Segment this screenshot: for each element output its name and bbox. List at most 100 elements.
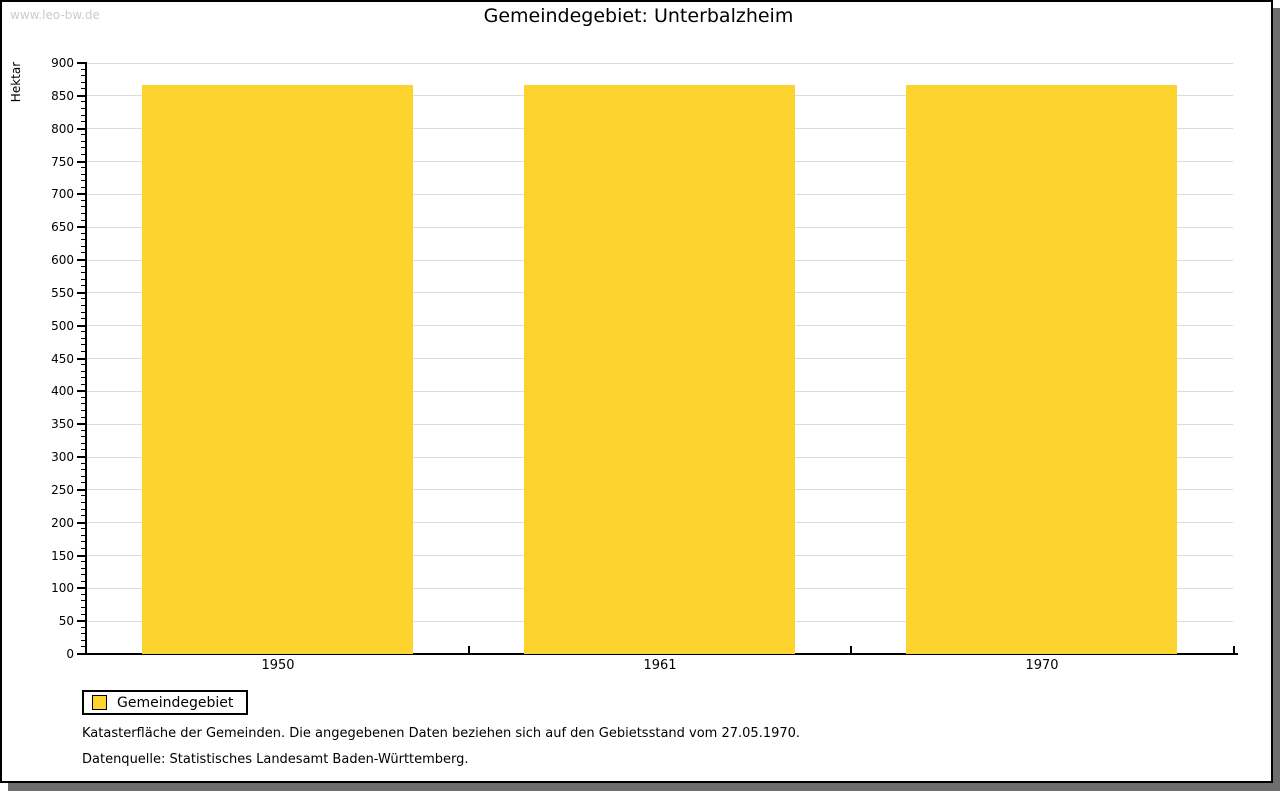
y-minor-tick	[81, 206, 87, 208]
y-minor-tick	[81, 567, 87, 569]
y-major-tick	[77, 357, 87, 360]
y-tick-label: 250	[51, 482, 74, 497]
y-minor-tick	[81, 377, 87, 379]
y-minor-tick	[81, 613, 87, 615]
x-tick-label: 1961	[643, 658, 677, 673]
y-minor-tick	[81, 107, 87, 109]
y-major-tick	[77, 62, 87, 64]
y-major-tick	[77, 390, 87, 393]
y-minor-tick	[81, 416, 87, 418]
y-tick-label: 650	[51, 220, 74, 235]
bar	[142, 84, 413, 654]
legend-swatch-icon	[92, 695, 107, 710]
y-minor-tick	[81, 370, 87, 372]
y-minor-tick	[81, 383, 87, 385]
y-minor-tick	[81, 580, 87, 582]
y-minor-tick	[81, 81, 87, 83]
y-tick-label: 350	[51, 417, 74, 432]
y-minor-tick	[81, 501, 87, 503]
y-axis-line	[85, 63, 87, 655]
y-minor-tick	[81, 75, 87, 77]
y-minor-tick	[81, 600, 87, 602]
y-tick-label: 150	[51, 548, 74, 563]
y-minor-tick	[81, 495, 87, 497]
y-minor-tick	[81, 265, 87, 267]
y-minor-tick	[81, 508, 87, 510]
y-minor-tick	[81, 364, 87, 366]
y-tick-label: 600	[51, 253, 74, 267]
y-minor-tick	[81, 442, 87, 444]
y-minor-tick	[81, 318, 87, 320]
y-minor-tick	[81, 462, 87, 464]
y-minor-tick	[81, 403, 87, 405]
y-minor-tick	[81, 285, 87, 287]
y-major-tick	[77, 620, 87, 623]
y-minor-tick	[81, 436, 87, 438]
y-minor-tick	[81, 245, 87, 247]
y-tick-label: 700	[51, 187, 74, 202]
y-minor-tick	[81, 68, 87, 70]
y-tick-label: 50	[58, 614, 74, 629]
footer-note: Katasterfläche der Gemeinden. Die angege…	[82, 726, 801, 741]
y-minor-tick	[81, 199, 87, 201]
y-minor-tick	[81, 429, 87, 431]
y-minor-tick	[81, 311, 87, 313]
y-minor-tick	[81, 153, 87, 155]
y-minor-tick	[81, 410, 87, 412]
x-tick-label: 1970	[1025, 658, 1059, 673]
y-major-tick	[77, 521, 87, 524]
y-minor-tick	[81, 298, 87, 300]
y-minor-tick	[81, 639, 87, 641]
y-minor-tick	[81, 304, 87, 306]
y-minor-tick	[81, 469, 87, 471]
y-minor-tick	[81, 272, 87, 274]
y-tick-label: 450	[51, 351, 74, 366]
y-major-tick	[77, 324, 87, 327]
y-minor-tick	[81, 646, 87, 648]
footer-source: Datenquelle: Statistisches Landesamt Bad…	[82, 752, 469, 767]
y-minor-tick	[81, 173, 87, 175]
y-minor-tick	[81, 114, 87, 116]
y-minor-tick	[81, 180, 87, 182]
y-tick-label: 750	[51, 154, 74, 169]
y-minor-tick	[81, 167, 87, 169]
chart-title: Gemeindegebiet: Unterbalzheim	[483, 5, 794, 27]
legend-label: Gemeindegebiet	[117, 694, 234, 711]
y-major-tick	[77, 193, 87, 196]
bar	[906, 84, 1177, 654]
y-minor-tick	[81, 147, 87, 149]
x-tick-label: 1950	[261, 658, 295, 673]
frame-shadow-right	[1273, 8, 1280, 791]
y-major-tick	[77, 291, 87, 294]
y-major-tick	[77, 94, 87, 97]
y-minor-tick	[81, 252, 87, 254]
y-tick-label: 500	[51, 318, 74, 333]
x-axis-line	[85, 653, 1238, 655]
y-minor-tick	[81, 350, 87, 352]
y-tick-label: 550	[51, 285, 74, 300]
y-minor-tick	[81, 449, 87, 451]
y-minor-tick	[81, 239, 87, 241]
y-minor-tick	[81, 593, 87, 595]
y-minor-tick	[81, 337, 87, 339]
y-major-tick	[77, 259, 87, 261]
y-tick-label: 0	[66, 647, 74, 661]
y-major-tick	[77, 423, 87, 426]
y-minor-tick	[81, 278, 87, 280]
y-minor-tick	[81, 482, 87, 484]
y-minor-tick	[81, 515, 87, 517]
y-major-tick	[77, 160, 87, 163]
y-minor-tick	[81, 541, 87, 543]
gridline	[87, 62, 1233, 64]
y-tick-label: 850	[51, 88, 74, 103]
frame-shadow-bottom	[8, 783, 1280, 791]
x-boundary-tick	[468, 646, 470, 653]
y-tick-label: 100	[51, 581, 74, 596]
y-major-tick	[77, 488, 87, 491]
y-minor-tick	[81, 574, 87, 576]
y-minor-tick	[81, 475, 87, 477]
y-minor-tick	[81, 331, 87, 333]
